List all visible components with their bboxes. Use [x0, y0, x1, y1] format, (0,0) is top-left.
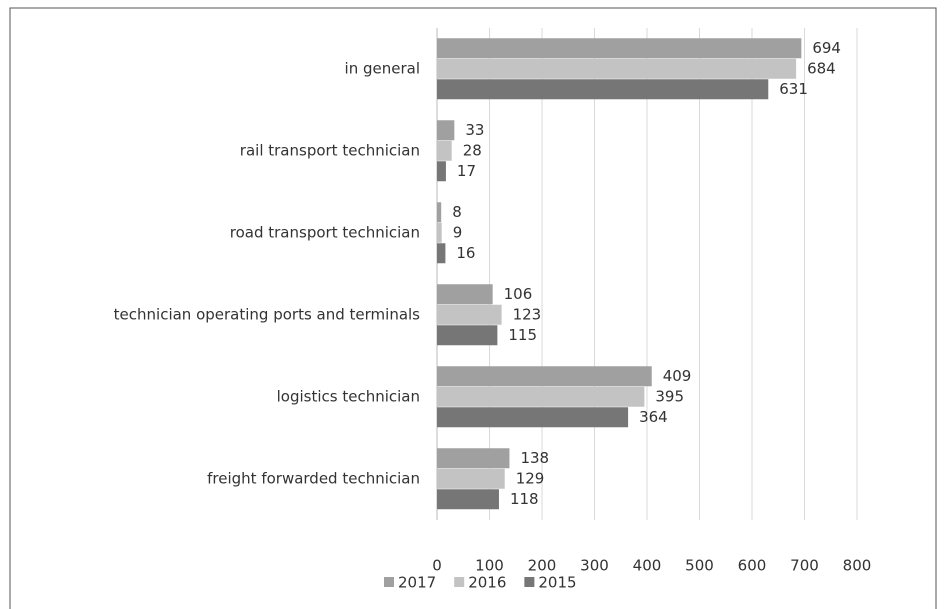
bar — [437, 79, 769, 100]
legend-label: 2016 — [468, 574, 506, 592]
legend-swatch — [384, 577, 394, 587]
data-label: 694 — [812, 39, 841, 57]
data-label: 364 — [639, 408, 668, 426]
y-tick-label: freight forwarded technician — [207, 470, 420, 488]
data-label: 9 — [453, 224, 463, 242]
data-label: 631 — [779, 80, 808, 98]
data-label: 28 — [463, 142, 482, 160]
x-tick-label: 400 — [633, 557, 662, 575]
bar — [437, 243, 446, 264]
bar — [437, 202, 442, 223]
y-tick-label: logistics technician — [277, 388, 420, 406]
bar — [437, 58, 797, 79]
data-label: 106 — [504, 285, 533, 303]
bar — [437, 304, 502, 325]
bar — [437, 468, 505, 489]
data-label: 395 — [655, 388, 684, 406]
data-label: 115 — [508, 326, 537, 344]
x-tick-label: 300 — [580, 557, 609, 575]
data-label: 33 — [465, 121, 484, 139]
bar — [437, 386, 645, 407]
bar — [437, 161, 446, 182]
legend-label: 2015 — [538, 574, 576, 592]
bar — [437, 366, 652, 387]
data-label: 123 — [513, 306, 542, 324]
x-tick-label: 600 — [738, 557, 767, 575]
data-label: 138 — [520, 449, 549, 467]
bar — [437, 407, 629, 428]
y-tick-label: rail transport technician — [240, 142, 420, 160]
y-tick-label: technician operating ports and terminals — [114, 306, 421, 324]
data-label: 118 — [510, 490, 539, 508]
y-tick-label: road transport technician — [230, 224, 420, 242]
x-tick-label: 100 — [475, 557, 504, 575]
legend-swatch — [454, 577, 465, 587]
bar — [437, 489, 499, 510]
legend-swatch — [524, 577, 535, 587]
bar — [437, 325, 498, 346]
x-tick-label: 200 — [528, 557, 557, 575]
data-label: 17 — [457, 162, 476, 180]
bar — [437, 448, 510, 469]
data-label: 684 — [807, 60, 836, 78]
bar — [437, 120, 455, 141]
x-tick-label: 500 — [685, 557, 714, 575]
legend-label: 2017 — [398, 574, 436, 592]
bar — [437, 284, 493, 305]
bar — [437, 140, 452, 161]
data-label: 16 — [456, 244, 475, 262]
data-label: 409 — [663, 367, 692, 385]
y-tick-label: in general — [345, 60, 420, 78]
data-label: 129 — [516, 470, 545, 488]
x-tick-label: 800 — [843, 557, 872, 575]
x-tick-label: 700 — [790, 557, 819, 575]
x-tick-label: 0 — [432, 557, 442, 575]
bar — [437, 38, 802, 59]
data-label: 8 — [452, 203, 462, 221]
bar — [437, 222, 442, 243]
frame — [9, 7, 937, 609]
